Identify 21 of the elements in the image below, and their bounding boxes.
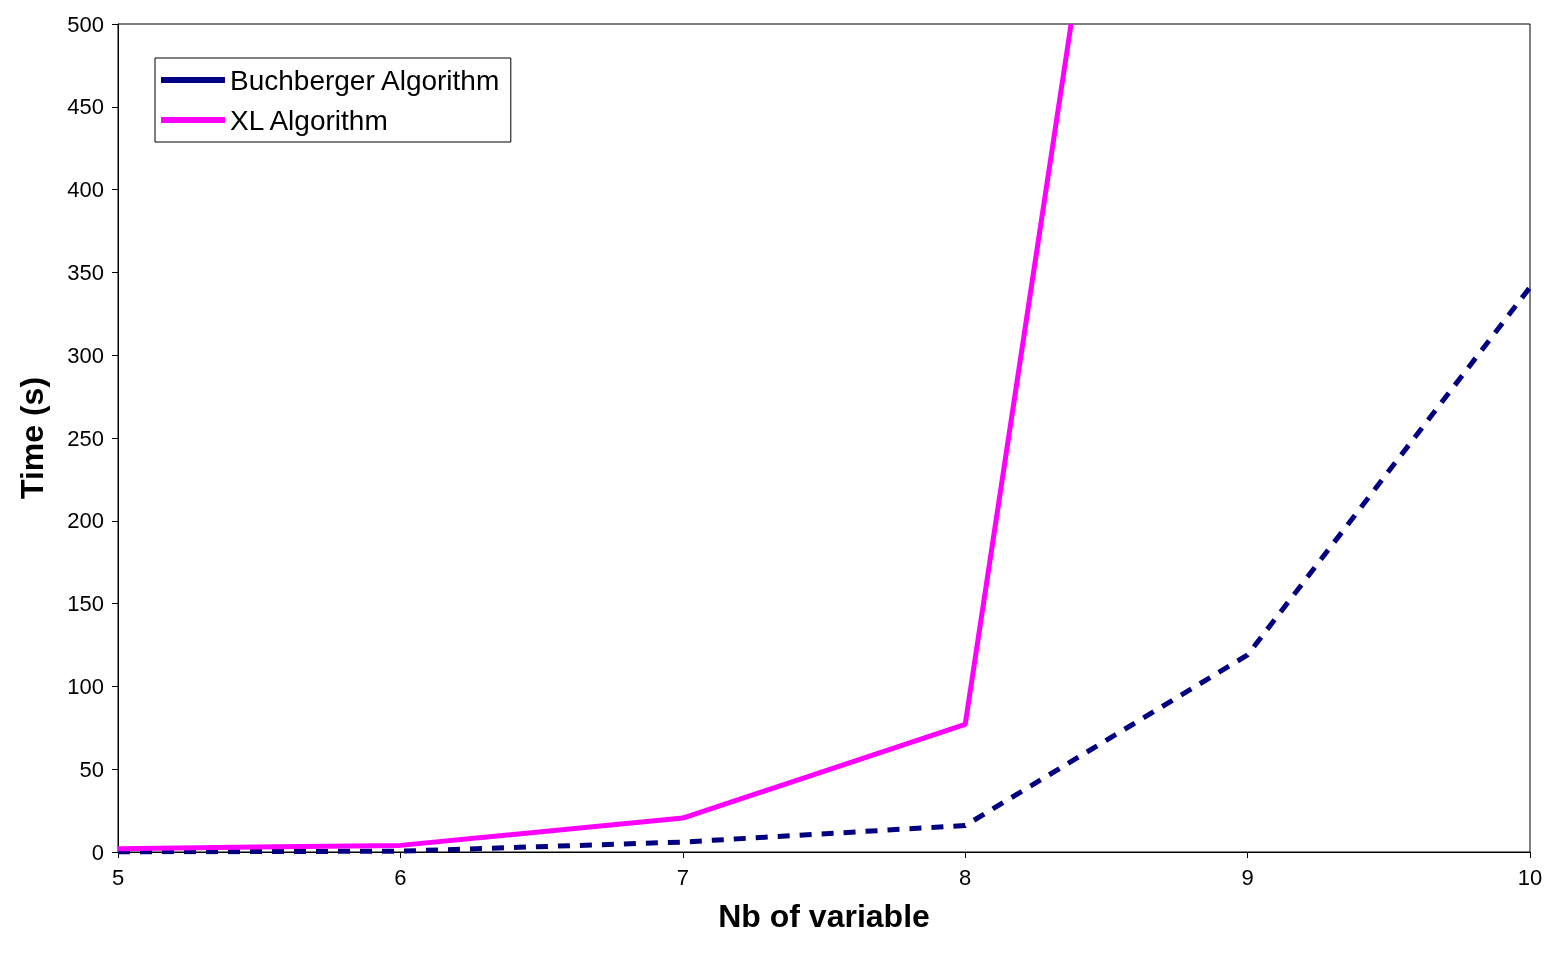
y-tick-label: 200 bbox=[67, 508, 104, 534]
x-tick-label: 10 bbox=[1517, 864, 1543, 890]
x-tick-label: 7 bbox=[676, 864, 689, 890]
y-tick-label: 300 bbox=[67, 342, 104, 368]
x-tick-label: 8 bbox=[959, 864, 972, 890]
y-tick-label: 150 bbox=[67, 591, 104, 617]
y-tick-label: 50 bbox=[79, 756, 104, 782]
x-tick-label: 5 bbox=[111, 864, 125, 890]
legend-label: XL Algorithm bbox=[230, 104, 388, 136]
y-tick-label: 350 bbox=[67, 259, 104, 285]
y-axis-title: Time (s) bbox=[14, 376, 50, 500]
legend-label: Buchberger Algorithm bbox=[230, 64, 500, 96]
y-tick-label: 0 bbox=[91, 839, 104, 865]
x-tick-label: 6 bbox=[394, 864, 407, 890]
y-tick-label: 450 bbox=[67, 94, 104, 120]
y-tick-label: 100 bbox=[67, 673, 104, 699]
x-tick-label: 9 bbox=[1241, 864, 1254, 890]
y-tick-label: 250 bbox=[67, 425, 104, 451]
y-tick-label: 500 bbox=[67, 11, 104, 37]
x-axis-title: Nb of variable bbox=[718, 898, 930, 934]
y-tick-label: 400 bbox=[67, 177, 104, 203]
